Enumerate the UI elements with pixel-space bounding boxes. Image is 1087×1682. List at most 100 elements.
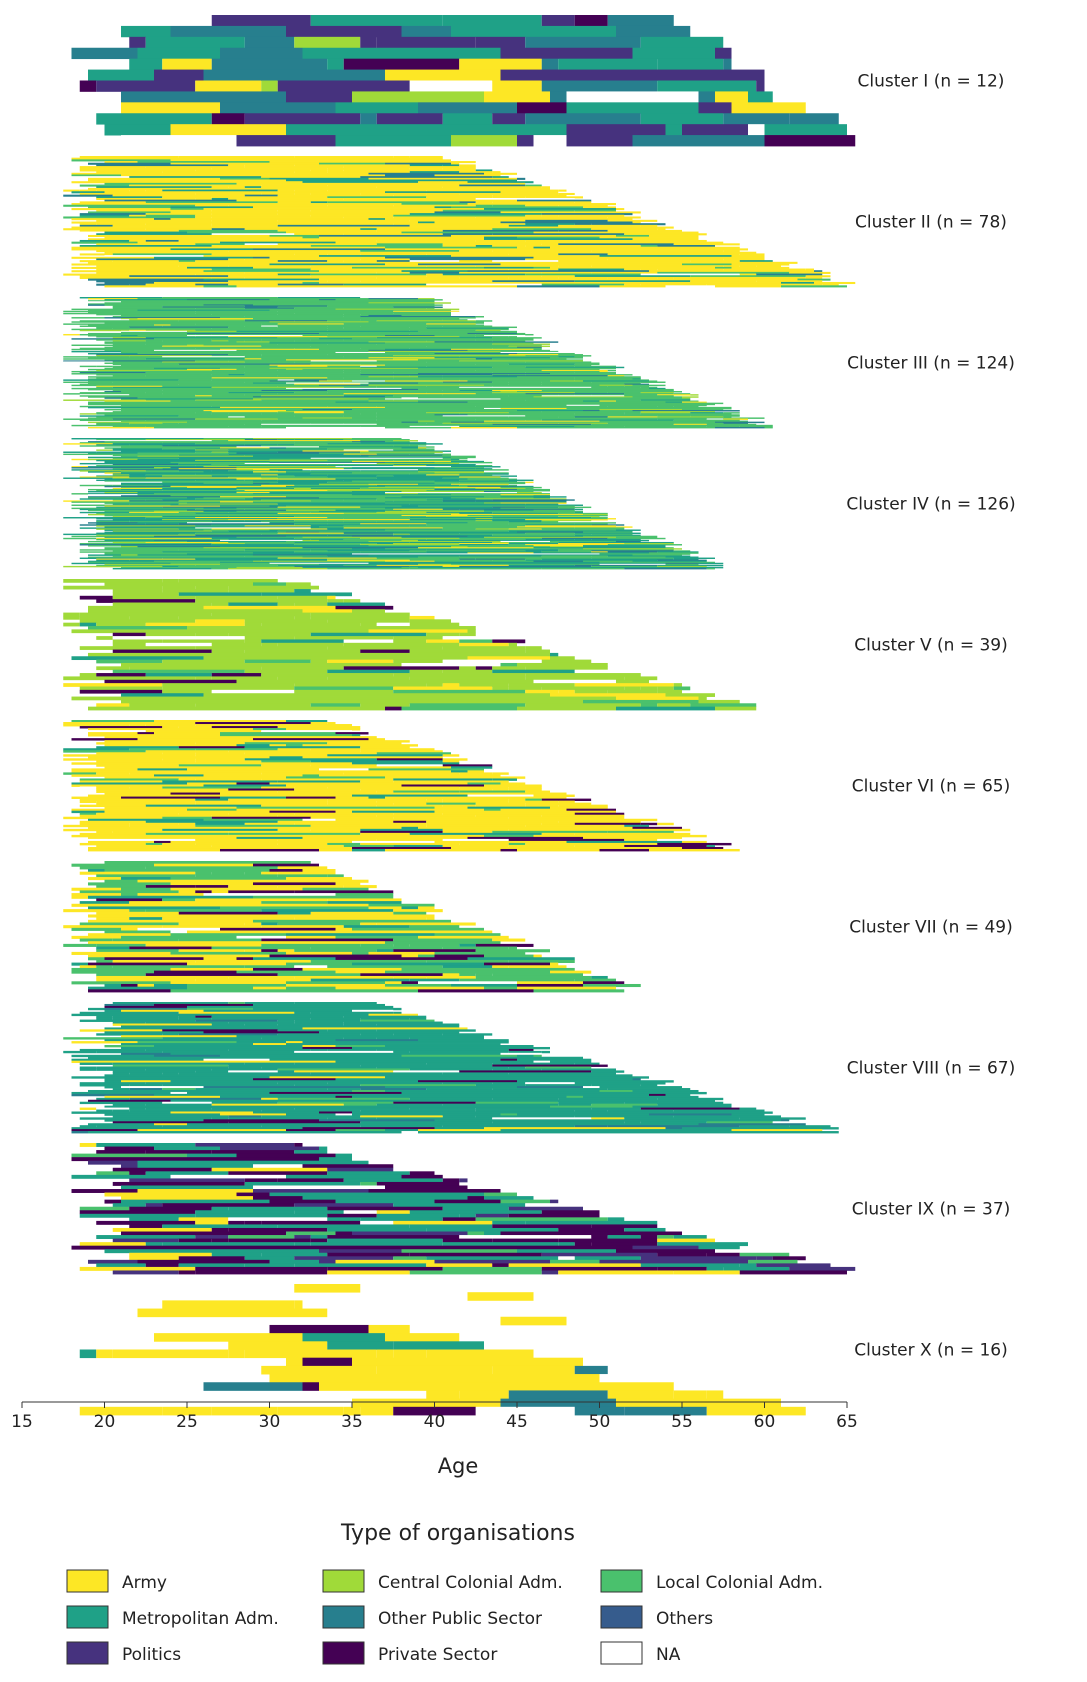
sequence-segment [442, 325, 493, 327]
sequence-segment [352, 927, 468, 931]
sequence-segment [541, 275, 575, 278]
sequence-segment [236, 1192, 270, 1197]
sequence-segment [63, 722, 196, 725]
sequence-segment [104, 1113, 220, 1116]
sequence-segment [104, 342, 171, 344]
sequence-segment [170, 1013, 237, 1017]
sequence-segment [236, 756, 270, 759]
sequence-segment [112, 316, 245, 318]
sequence-segment [434, 1031, 460, 1034]
sequence-segment [269, 298, 369, 300]
sequence-segment [203, 957, 237, 961]
sequence-segment [409, 622, 460, 627]
sequence-segment [236, 182, 352, 185]
sequence-segment [327, 669, 410, 674]
sequence-segment [484, 1089, 600, 1093]
sequence-segment [211, 386, 344, 389]
sequence-segment [294, 233, 344, 236]
sequence-segment [203, 285, 237, 288]
sequence-segment [129, 1171, 146, 1176]
sequence-segment [277, 224, 410, 227]
sequence-segment [475, 336, 509, 338]
sequence-segment [401, 391, 418, 393]
sequence-segment [253, 796, 286, 799]
sequence-segment [187, 768, 319, 771]
sequence-segment [170, 981, 286, 985]
sequence-segment [88, 732, 138, 735]
sequence-segment [459, 642, 509, 647]
sequence-segment [550, 1058, 592, 1062]
sequence-segment [566, 226, 583, 229]
sequence-segment [492, 358, 567, 360]
sequence-segment [426, 422, 443, 425]
sequence-segment [162, 345, 262, 348]
sequence-segment [442, 760, 460, 763]
sequence-segment [360, 365, 377, 368]
sequence-segment [401, 447, 418, 449]
sequence-segment [624, 395, 674, 397]
sequence-segment [550, 1105, 633, 1108]
sequence-segment [418, 935, 509, 939]
sequence-segment [451, 404, 567, 407]
sequence-segment [500, 507, 575, 510]
sequence-segment [294, 412, 344, 414]
sequence-segment [376, 365, 427, 368]
sequence-segment [253, 469, 270, 471]
sequence-segment [79, 1084, 130, 1087]
sequence-segment [154, 91, 204, 103]
sequence-segment [88, 471, 121, 473]
sequence-segment [574, 978, 616, 982]
sequence-segment [294, 392, 328, 394]
sequence-segment [88, 403, 138, 406]
sequence-segment [409, 375, 443, 377]
sequence-segment [88, 402, 220, 405]
sequence-segment [220, 546, 319, 548]
sequence-segment [244, 164, 295, 167]
sequence-segment [294, 615, 311, 620]
sequence-segment [426, 551, 542, 553]
sequence-segment [261, 786, 295, 789]
sequence-segment [434, 693, 501, 697]
sequence-segment [112, 499, 146, 501]
sequence-segment [525, 673, 641, 677]
sequence-segment [79, 1210, 196, 1215]
sequence-segment [426, 820, 559, 824]
sequence-segment [475, 804, 526, 808]
sequence-segment [706, 844, 715, 848]
sequence-segment [418, 699, 484, 704]
sequence-segment [178, 812, 229, 816]
sequence-segment [376, 343, 493, 345]
sequence-segment [121, 554, 138, 556]
sequence-segment [393, 310, 460, 313]
sequence-segment [228, 1115, 262, 1118]
sequence-segment [137, 458, 270, 461]
sequence-segment [492, 1062, 575, 1065]
sequence-segment [228, 1117, 328, 1120]
sequence-segment [327, 965, 443, 969]
sequence-segment [368, 545, 451, 547]
sequence-segment [492, 333, 534, 336]
sequence-segment [121, 879, 138, 883]
sequence-segment [715, 421, 765, 424]
sequence-segment [310, 457, 443, 460]
sequence-segment [302, 181, 418, 184]
sequence-segment [541, 1068, 616, 1071]
sequence-segment [162, 786, 262, 789]
sequence-segment [327, 1206, 443, 1211]
sequence-segment [236, 935, 286, 939]
sequence-segment [195, 595, 278, 600]
sequence-segment [88, 840, 105, 844]
sequence-segment [352, 491, 402, 493]
sequence-segment [170, 861, 253, 865]
sequence-segment [121, 1046, 171, 1050]
sequence-segment [302, 1080, 418, 1083]
sequence-segment [129, 444, 179, 446]
sequence-segment [723, 113, 790, 125]
sequence-segment [286, 505, 303, 508]
sequence-segment [154, 338, 204, 340]
sequence-segment [104, 302, 138, 304]
sequence-segment [220, 1007, 253, 1011]
sequence-segment [541, 395, 625, 397]
sequence-segment [88, 962, 105, 966]
sequence-segment [269, 1093, 286, 1097]
